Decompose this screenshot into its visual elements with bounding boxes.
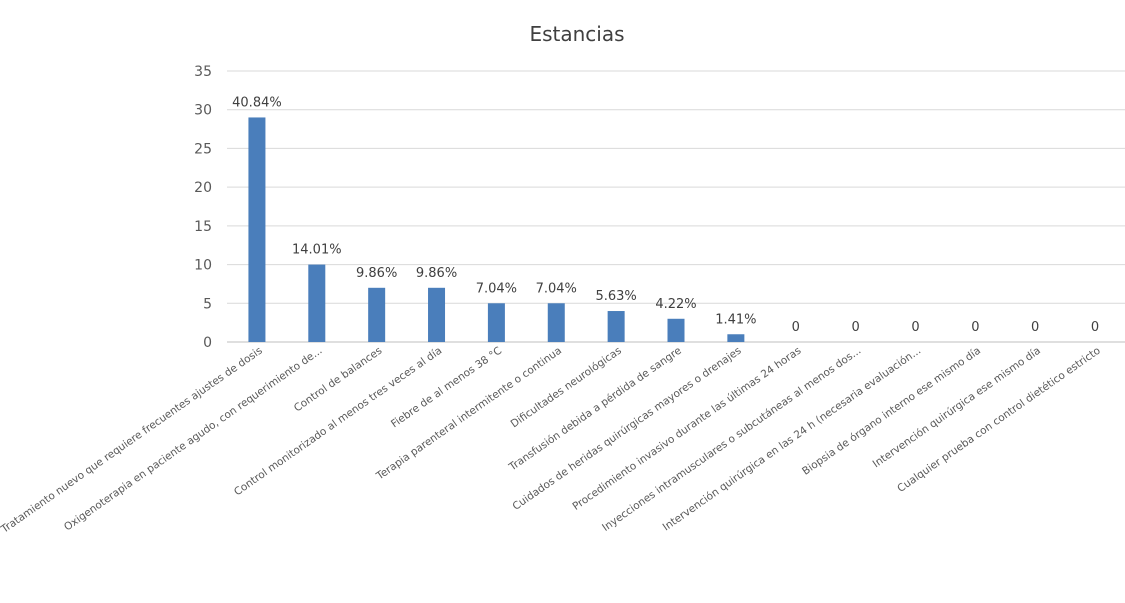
- data-label: 7.04%: [476, 281, 517, 296]
- bar: [487, 303, 505, 342]
- x-tick-label: Tratamiento nuevo que requiere frecuente…: [0, 345, 265, 537]
- data-label: 0: [1031, 320, 1039, 335]
- bar-series: [248, 117, 745, 342]
- y-tick-label: 30: [194, 103, 212, 119]
- x-tick-label: Oxigenoterapia en paciente agudo, con re…: [62, 345, 325, 534]
- y-tick-label: 15: [194, 219, 212, 235]
- data-label: 0: [911, 320, 919, 335]
- bar: [308, 264, 326, 342]
- data-labels: 40.84% 14.01% 9.86% 9.86% 7.04% 7.04% 5.63% 4.2…: [232, 95, 1099, 335]
- x-tick-label: Control monitorizado al menos tres veces…: [232, 345, 444, 499]
- bar: [607, 311, 625, 342]
- y-tick-label: 5: [203, 296, 212, 312]
- x-axis: Tratamiento nuevo que requiere frecuente…: [0, 345, 1103, 537]
- x-tick-label: Fiebre de al menos 38 °C: [389, 345, 504, 431]
- y-tick-label: 0: [203, 335, 212, 351]
- x-tick-label: Cuidados de heridas quirúrgicas mayores …: [511, 345, 744, 513]
- data-label: 0: [792, 320, 800, 335]
- data-label: 9.86%: [416, 266, 457, 281]
- bar: [667, 318, 685, 342]
- y-tick-label: 20: [194, 180, 212, 196]
- y-tick-label: 25: [194, 141, 212, 157]
- data-label: 14.01%: [292, 243, 342, 258]
- bar: [248, 117, 266, 342]
- data-label: 0: [971, 320, 979, 335]
- y-axis: 0 5 10 15 20 25 30 35: [194, 64, 212, 351]
- data-label: 4.22%: [655, 297, 696, 312]
- bar: [428, 287, 446, 342]
- data-label: 5.63%: [595, 289, 636, 304]
- x-tick-label: Procedimiento invasivo durante las últim…: [570, 345, 803, 513]
- data-label: 0: [851, 320, 859, 335]
- bar: [547, 303, 565, 342]
- x-tick-label: Cualquier prueba con control dietético e…: [895, 345, 1103, 495]
- data-label: 9.86%: [356, 266, 397, 281]
- bar: [368, 287, 386, 342]
- chart-title: Estancias: [529, 22, 624, 46]
- data-label: 1.41%: [715, 312, 756, 327]
- data-label: 40.84%: [232, 95, 282, 110]
- y-tick-label: 10: [194, 258, 212, 274]
- data-label: 7.04%: [536, 281, 577, 296]
- bar: [727, 334, 745, 342]
- y-tick-label: 35: [194, 64, 212, 80]
- data-label: 0: [1091, 320, 1099, 335]
- x-tick-label: Dificultades neurológicas: [509, 345, 624, 431]
